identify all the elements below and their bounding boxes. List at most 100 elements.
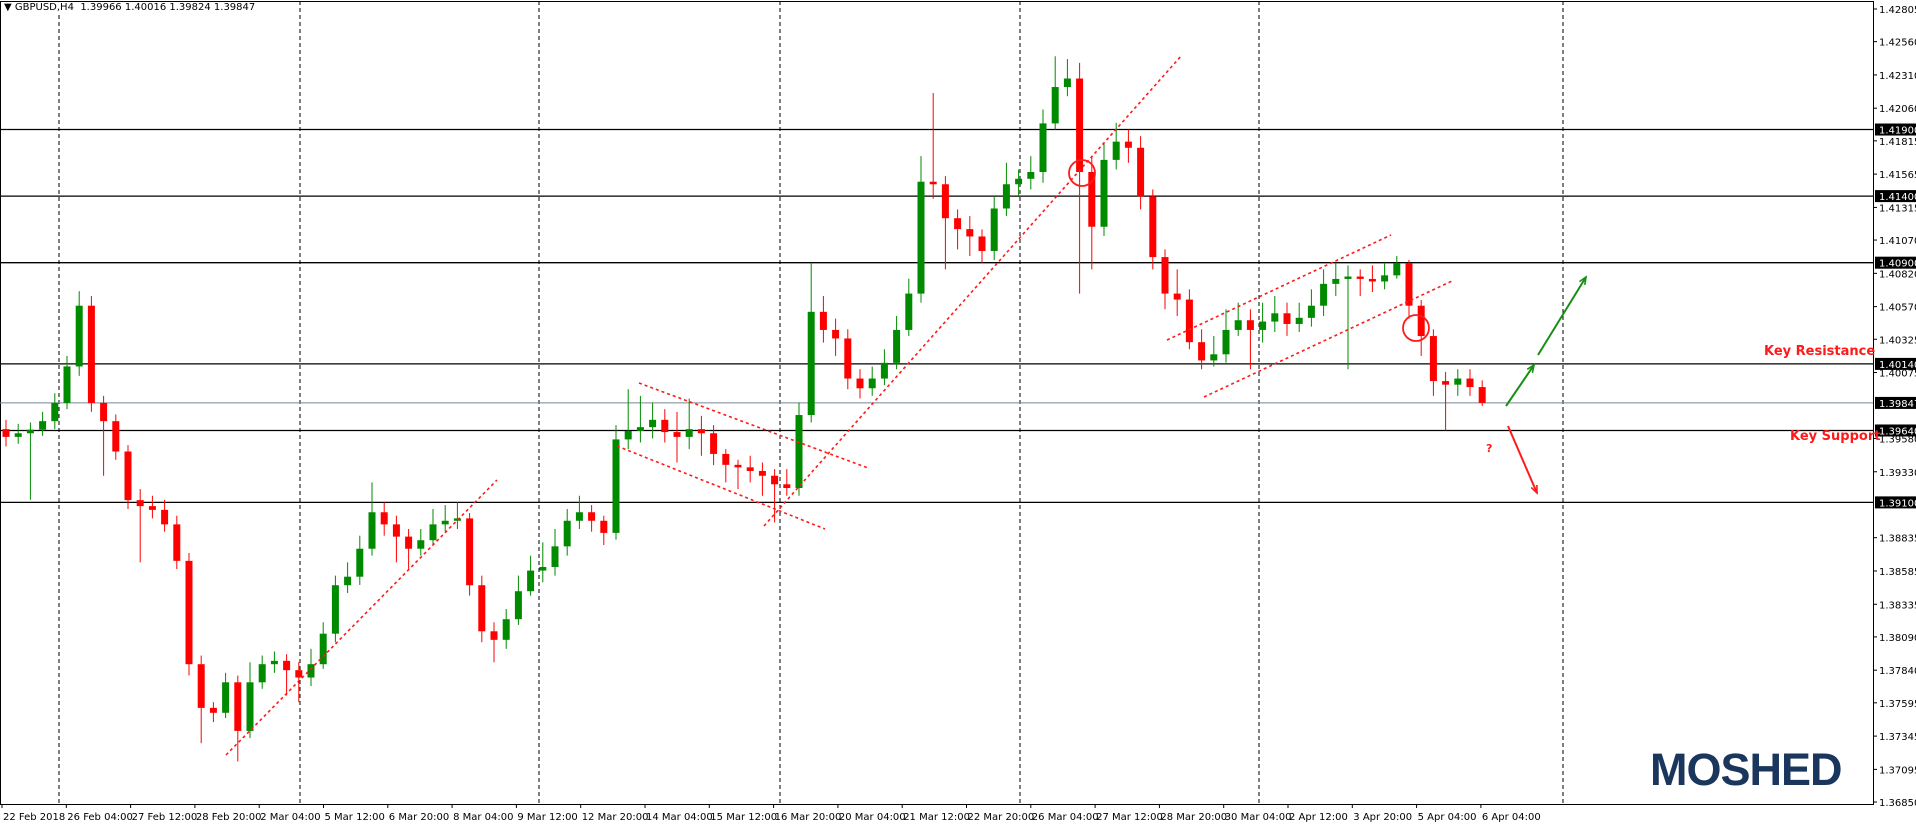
candle-body[interactable] [966, 229, 974, 237]
candle-body[interactable] [1368, 278, 1376, 282]
candle-body[interactable] [1417, 305, 1425, 337]
candle-body[interactable] [1039, 123, 1047, 173]
candle-body[interactable] [1002, 184, 1010, 209]
candle-body[interactable] [356, 548, 364, 577]
candle-body[interactable] [1344, 276, 1352, 279]
candle-body[interactable] [1332, 278, 1340, 284]
candle-body[interactable] [331, 585, 339, 634]
candle-body[interactable] [588, 512, 596, 521]
candle-body[interactable] [1063, 78, 1071, 88]
candle-body[interactable] [148, 506, 156, 510]
candle-body[interactable] [978, 236, 986, 251]
candle-body[interactable] [807, 311, 815, 416]
candle-body[interactable] [1393, 263, 1401, 276]
candle-body[interactable] [941, 184, 949, 219]
candle-body[interactable] [661, 419, 669, 433]
candle-body[interactable] [1295, 317, 1303, 324]
candle-body[interactable] [1185, 299, 1193, 343]
candle-body[interactable] [1149, 196, 1157, 258]
candle-body[interactable] [270, 660, 278, 665]
candle-body[interactable] [283, 660, 291, 671]
candle-body[interactable] [905, 293, 913, 330]
trendline[interactable] [763, 54, 1183, 527]
candle-body[interactable] [1222, 329, 1230, 355]
candle-body[interactable] [563, 520, 571, 547]
candle-body[interactable] [1051, 87, 1059, 124]
candle-body[interactable] [1466, 378, 1474, 388]
candle-body[interactable] [990, 208, 998, 251]
candle-body[interactable] [1246, 320, 1254, 330]
candle-body[interactable] [1405, 263, 1413, 306]
candle-body[interactable] [502, 619, 510, 640]
candle-body[interactable] [1442, 381, 1450, 385]
candle-body[interactable] [917, 181, 925, 294]
candle-body[interactable] [746, 467, 754, 471]
candle-body[interactable] [392, 524, 400, 537]
candle-body[interactable] [1454, 378, 1462, 385]
candle-body[interactable] [405, 536, 413, 549]
candle-body[interactable] [1259, 321, 1267, 330]
candle-body[interactable] [307, 664, 315, 678]
candle-body[interactable] [380, 512, 388, 525]
candle-body[interactable] [832, 329, 840, 339]
trendline[interactable] [1166, 234, 1392, 341]
candle-body[interactable] [417, 540, 425, 549]
candle-body[interactable] [124, 451, 132, 501]
candle-body[interactable] [1161, 257, 1169, 294]
candle-body[interactable] [63, 366, 71, 403]
candle-body[interactable] [1283, 313, 1291, 324]
candle-body[interactable] [868, 378, 876, 389]
candle-body[interactable] [112, 421, 120, 452]
candle-body[interactable] [1027, 172, 1035, 179]
candle-body[interactable] [1320, 283, 1328, 306]
candle-body[interactable] [87, 305, 95, 403]
candle-body[interactable] [100, 402, 108, 422]
candle-body[interactable] [1429, 336, 1437, 382]
candle-body[interactable] [1478, 387, 1486, 403]
candle-body[interactable] [856, 378, 864, 389]
trendline[interactable] [638, 382, 869, 469]
candle-body[interactable] [161, 509, 169, 525]
candle-body[interactable] [222, 682, 230, 713]
candle-body[interactable] [234, 682, 242, 731]
candle-body[interactable] [954, 218, 962, 230]
candle-body[interactable] [1381, 275, 1389, 282]
candle-body[interactable] [527, 570, 535, 592]
candle-body[interactable] [344, 576, 352, 586]
candle-body[interactable] [929, 181, 937, 185]
triangle-down-icon[interactable]: ▼ [4, 2, 15, 13]
candle-body[interactable] [478, 585, 486, 632]
candle-body[interactable] [1100, 159, 1108, 227]
trendline[interactable] [1203, 280, 1453, 398]
candle-body[interactable] [697, 429, 705, 434]
candle-body[interactable] [551, 546, 559, 567]
candle-body[interactable] [673, 432, 681, 437]
candle-body[interactable] [173, 524, 181, 561]
candle-body[interactable] [685, 429, 693, 437]
candle-body[interactable] [2, 429, 10, 437]
candle-body[interactable] [185, 560, 193, 665]
trendline[interactable] [225, 479, 498, 756]
candle-body[interactable] [1076, 78, 1084, 173]
candle-body[interactable] [636, 427, 644, 431]
candle-body[interactable] [1210, 354, 1218, 361]
candle-body[interactable] [209, 707, 217, 713]
candle-body[interactable] [429, 524, 437, 541]
candle-body[interactable] [783, 484, 791, 489]
candle-body[interactable] [490, 631, 498, 640]
candle-body[interactable] [880, 362, 888, 379]
candle-body[interactable] [722, 453, 730, 465]
candle-body[interactable] [246, 682, 254, 731]
candle-body[interactable] [1271, 313, 1279, 322]
candle-body[interactable] [295, 670, 303, 678]
candle-body[interactable] [1307, 305, 1315, 318]
candle-body[interactable] [258, 664, 266, 683]
candle-body[interactable] [758, 470, 766, 476]
candle-body[interactable] [734, 464, 742, 468]
candle-body[interactable] [1356, 276, 1364, 279]
candle-body[interactable] [539, 566, 547, 571]
candle-body[interactable] [893, 329, 901, 363]
candle-body[interactable] [441, 520, 449, 525]
candle-body[interactable] [1088, 172, 1096, 227]
candle-body[interactable] [649, 419, 657, 428]
